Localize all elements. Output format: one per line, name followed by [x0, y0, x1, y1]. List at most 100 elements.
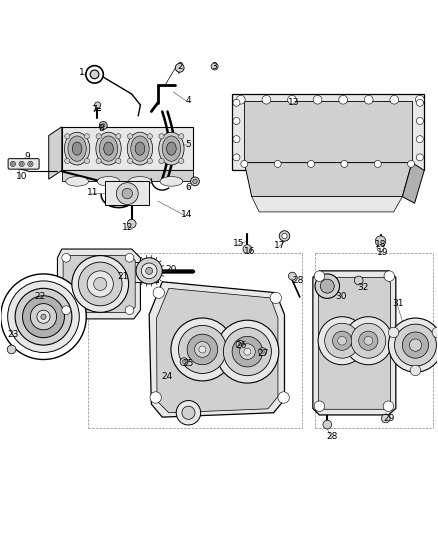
Circle shape	[417, 117, 424, 125]
Circle shape	[381, 414, 390, 423]
Circle shape	[211, 63, 218, 70]
Circle shape	[282, 233, 287, 239]
Circle shape	[233, 99, 240, 106]
Circle shape	[216, 320, 279, 383]
Circle shape	[87, 271, 113, 297]
Circle shape	[244, 348, 251, 355]
Circle shape	[374, 160, 381, 167]
Circle shape	[22, 296, 64, 338]
Circle shape	[15, 288, 72, 345]
Circle shape	[410, 339, 422, 351]
Circle shape	[325, 323, 360, 358]
Circle shape	[416, 95, 424, 104]
Polygon shape	[244, 101, 412, 163]
Polygon shape	[156, 288, 278, 413]
Circle shape	[182, 360, 186, 364]
Circle shape	[64, 158, 70, 164]
Circle shape	[191, 177, 199, 185]
Circle shape	[377, 245, 384, 252]
Text: 16: 16	[244, 247, 255, 256]
Circle shape	[193, 179, 197, 183]
Circle shape	[159, 134, 164, 139]
Text: 30: 30	[336, 292, 347, 301]
Circle shape	[127, 220, 136, 228]
Ellipse shape	[131, 136, 149, 161]
Polygon shape	[149, 282, 285, 417]
FancyBboxPatch shape	[8, 159, 39, 169]
Text: 11: 11	[87, 188, 98, 197]
Text: 27: 27	[257, 349, 268, 358]
Circle shape	[136, 258, 162, 284]
Circle shape	[390, 95, 399, 104]
Circle shape	[72, 256, 129, 312]
Circle shape	[146, 268, 152, 274]
Text: 19: 19	[377, 248, 389, 256]
Circle shape	[315, 274, 339, 298]
Circle shape	[29, 163, 32, 165]
Circle shape	[62, 253, 71, 262]
Ellipse shape	[135, 142, 145, 155]
Circle shape	[389, 327, 399, 338]
Ellipse shape	[104, 142, 113, 155]
Polygon shape	[63, 256, 135, 312]
Polygon shape	[106, 181, 149, 205]
Text: 20: 20	[165, 265, 177, 274]
Circle shape	[307, 160, 314, 167]
Circle shape	[314, 271, 325, 281]
Circle shape	[153, 287, 164, 298]
Circle shape	[85, 134, 90, 139]
Text: 12: 12	[122, 223, 133, 232]
Circle shape	[37, 310, 50, 323]
Circle shape	[41, 314, 46, 319]
Ellipse shape	[159, 132, 184, 165]
Text: 8: 8	[98, 125, 104, 133]
Circle shape	[241, 160, 248, 167]
Circle shape	[375, 236, 386, 246]
Circle shape	[179, 158, 184, 164]
Text: 28: 28	[327, 432, 338, 441]
Circle shape	[96, 134, 101, 139]
Circle shape	[339, 95, 347, 104]
Circle shape	[64, 134, 70, 139]
Text: 6: 6	[186, 183, 191, 192]
Circle shape	[7, 345, 16, 354]
Circle shape	[171, 318, 234, 381]
Text: 28: 28	[292, 276, 303, 285]
Circle shape	[20, 163, 23, 165]
Polygon shape	[62, 171, 193, 181]
Circle shape	[141, 263, 157, 279]
Ellipse shape	[96, 132, 121, 165]
Ellipse shape	[66, 176, 88, 186]
Circle shape	[90, 70, 99, 79]
Circle shape	[320, 279, 334, 293]
Circle shape	[116, 134, 121, 139]
Circle shape	[274, 160, 281, 167]
Text: 21: 21	[117, 272, 129, 280]
Circle shape	[313, 95, 322, 104]
Circle shape	[341, 160, 348, 167]
Circle shape	[238, 343, 242, 346]
Circle shape	[102, 124, 105, 127]
Circle shape	[11, 161, 15, 166]
Polygon shape	[232, 94, 424, 171]
Circle shape	[354, 276, 363, 285]
Circle shape	[175, 63, 184, 72]
Circle shape	[19, 161, 24, 166]
Circle shape	[233, 136, 240, 143]
Circle shape	[237, 95, 245, 104]
Circle shape	[417, 136, 424, 143]
Ellipse shape	[72, 142, 82, 155]
Circle shape	[243, 245, 252, 253]
Circle shape	[278, 392, 289, 403]
Circle shape	[117, 183, 138, 205]
Text: 26: 26	[235, 341, 247, 350]
Circle shape	[408, 160, 415, 167]
Ellipse shape	[64, 132, 90, 165]
Text: 32: 32	[357, 283, 369, 292]
Circle shape	[270, 292, 282, 304]
Polygon shape	[318, 277, 391, 409]
Circle shape	[432, 327, 438, 338]
Text: 15: 15	[233, 239, 244, 248]
Circle shape	[261, 350, 265, 353]
Text: 9: 9	[24, 152, 30, 161]
